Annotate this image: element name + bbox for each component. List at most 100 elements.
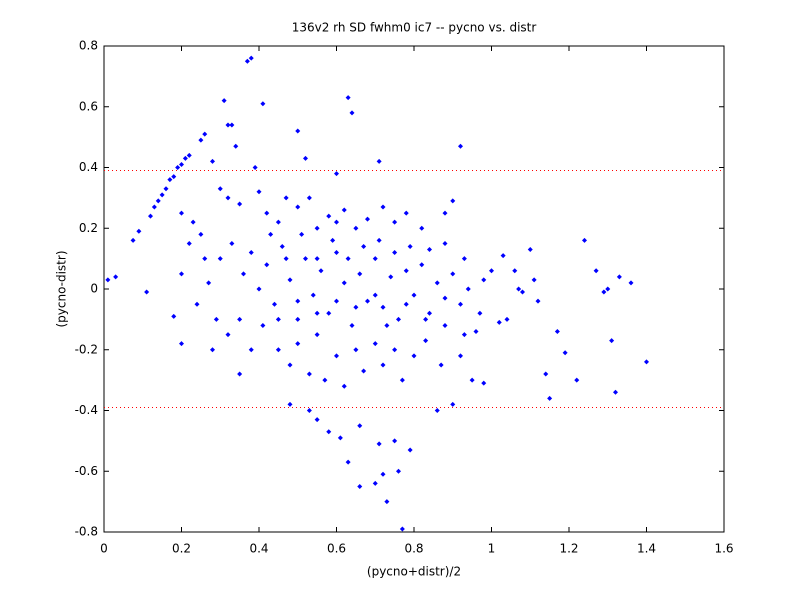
data-point — [442, 210, 448, 216]
data-point — [423, 316, 429, 322]
data-point — [326, 310, 332, 316]
data-point — [295, 316, 301, 322]
data-point — [361, 368, 367, 374]
x-tick-label: 1 — [488, 542, 496, 556]
data-point — [438, 362, 444, 368]
data-point — [357, 271, 363, 277]
data-point — [314, 417, 320, 423]
data-point — [252, 165, 258, 170]
data-point — [326, 429, 332, 435]
data-point — [392, 438, 398, 444]
data-point — [345, 459, 351, 465]
y-tick-label: 0.4 — [79, 160, 98, 174]
data-point — [427, 310, 432, 316]
data-point — [105, 277, 111, 283]
data-point — [461, 332, 467, 338]
data-point — [210, 347, 215, 353]
data-point — [248, 250, 254, 256]
data-point — [388, 274, 394, 280]
data-point — [407, 447, 413, 453]
y-tick-label: 0.6 — [79, 99, 98, 113]
data-point — [345, 256, 351, 262]
data-point — [605, 286, 611, 292]
y-tick-label: -0.6 — [75, 464, 98, 478]
plot-frame — [103, 45, 725, 533]
data-point — [206, 280, 212, 286]
data-point — [225, 195, 231, 201]
data-point — [244, 58, 250, 64]
data-point — [434, 408, 440, 413]
data-point — [179, 210, 184, 216]
data-point — [334, 250, 339, 256]
data-point — [179, 341, 184, 347]
x-tick-label: 0.6 — [327, 542, 346, 556]
data-point — [547, 395, 553, 401]
data-point — [233, 143, 239, 149]
data-point — [341, 280, 347, 286]
data-point — [628, 280, 634, 286]
data-point — [256, 286, 262, 292]
data-point — [237, 201, 243, 207]
data-point — [574, 377, 580, 383]
data-point — [334, 353, 339, 359]
data-point — [275, 316, 281, 322]
y-axis-label: (pycno-distr) — [55, 250, 69, 327]
data-point — [442, 322, 448, 328]
data-point — [221, 98, 227, 104]
data-point — [520, 289, 525, 295]
data-point — [477, 310, 483, 316]
data-point — [376, 441, 382, 447]
data-point — [225, 122, 231, 128]
data-point — [461, 256, 467, 262]
data-point — [372, 256, 378, 262]
y-tick-label: 0.8 — [79, 39, 98, 53]
data-point — [458, 353, 463, 359]
data-point — [399, 377, 405, 383]
data-point — [314, 225, 320, 231]
data-point — [275, 219, 281, 225]
data-point — [303, 155, 308, 161]
data-point — [376, 237, 382, 243]
data-point — [237, 316, 243, 322]
data-point — [601, 289, 607, 295]
data-point — [384, 322, 390, 328]
data-point — [613, 389, 618, 395]
data-point — [372, 341, 378, 347]
data-point — [198, 231, 204, 237]
x-tick-label: 1.2 — [559, 542, 578, 556]
x-tick-label: 0.8 — [404, 542, 423, 556]
data-point — [357, 483, 363, 489]
data-point — [349, 322, 355, 328]
data-point — [516, 286, 522, 292]
data-point — [283, 256, 289, 262]
data-point — [609, 338, 615, 344]
data-point — [229, 122, 235, 128]
data-point — [225, 332, 231, 338]
data-point — [175, 165, 181, 170]
data-point — [310, 292, 316, 298]
data-point — [442, 240, 448, 246]
data-point — [314, 256, 320, 262]
y-tick-label: 0.2 — [79, 221, 98, 235]
data-point — [190, 219, 196, 225]
data-point — [427, 247, 432, 253]
data-point — [419, 225, 425, 231]
data-point — [287, 277, 293, 283]
data-point — [434, 280, 440, 286]
data-point — [543, 371, 549, 377]
x-tick-label: 0 — [100, 542, 108, 556]
data-point — [365, 298, 370, 304]
data-point — [353, 304, 359, 310]
y-tick-label: -0.4 — [75, 403, 98, 417]
data-point — [295, 298, 301, 304]
data-point — [450, 271, 456, 277]
data-point — [500, 253, 506, 259]
data-point — [423, 338, 429, 344]
x-tick-label: 0.2 — [172, 542, 191, 556]
data-point — [159, 192, 165, 198]
data-point — [396, 468, 401, 474]
data-point — [330, 237, 336, 243]
data-point — [113, 274, 119, 280]
data-point — [593, 268, 599, 274]
data-point — [202, 256, 208, 262]
